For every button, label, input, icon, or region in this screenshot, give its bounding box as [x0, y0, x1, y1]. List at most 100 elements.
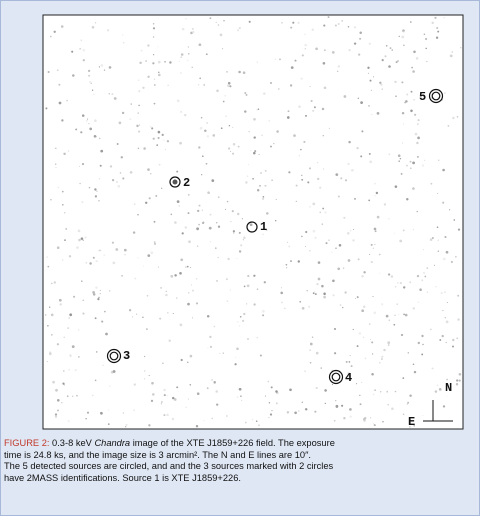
noise-dot	[345, 179, 347, 181]
noise-dot	[458, 228, 460, 230]
noise-dot	[218, 257, 219, 258]
noise-dot	[246, 94, 248, 96]
noise-dot	[188, 292, 190, 294]
noise-dot	[159, 318, 161, 320]
noise-dot	[316, 387, 318, 389]
noise-dot	[395, 185, 398, 188]
noise-dot	[63, 370, 65, 372]
noise-dot	[388, 273, 390, 275]
noise-dot	[258, 108, 260, 110]
noise-dot	[364, 417, 366, 419]
noise-dot	[261, 135, 263, 137]
noise-dot	[271, 410, 272, 411]
noise-dot	[133, 409, 135, 411]
noise-dot	[96, 351, 98, 353]
caption-line: have 2MASS identifications. Source 1 is …	[4, 473, 478, 485]
noise-dot	[94, 119, 97, 122]
noise-dot	[201, 174, 202, 175]
noise-dot	[328, 240, 329, 241]
noise-dot	[100, 290, 101, 291]
noise-dot	[393, 324, 395, 326]
noise-dot	[442, 310, 443, 311]
noise-dot	[108, 409, 109, 410]
noise-dot	[104, 311, 106, 313]
noise-dot	[64, 239, 66, 241]
noise-dot	[305, 408, 307, 410]
noise-dot	[382, 421, 383, 422]
noise-dot	[133, 231, 135, 233]
noise-dot	[298, 260, 300, 262]
noise-dot	[138, 80, 139, 81]
noise-dot	[308, 306, 310, 308]
noise-dot	[338, 23, 340, 25]
noise-dot	[267, 381, 269, 383]
noise-dot	[238, 71, 241, 74]
noise-dot	[424, 34, 426, 36]
source-label: 2	[183, 176, 190, 190]
noise-dot	[446, 379, 448, 381]
noise-dot	[388, 153, 390, 155]
noise-dot	[388, 65, 391, 68]
noise-dot	[138, 105, 140, 107]
noise-dot	[88, 70, 90, 72]
noise-dot	[210, 241, 212, 243]
noise-dot	[211, 379, 212, 380]
noise-dot	[410, 21, 412, 23]
noise-dot	[211, 179, 214, 182]
noise-dot	[161, 403, 162, 404]
noise-dot	[265, 185, 267, 187]
noise-dot	[370, 80, 372, 82]
noise-dot	[246, 303, 247, 304]
noise-dot	[332, 384, 333, 385]
noise-dot	[114, 97, 117, 100]
noise-dot	[176, 386, 178, 388]
noise-dot	[64, 337, 65, 338]
noise-dot	[248, 164, 249, 165]
noise-dot	[354, 26, 356, 28]
noise-dot	[374, 228, 377, 231]
noise-dot	[67, 327, 69, 329]
noise-dot	[240, 244, 242, 246]
noise-dot	[329, 128, 330, 129]
noise-dot	[426, 267, 428, 269]
noise-dot	[412, 187, 415, 190]
noise-dot	[137, 214, 138, 215]
noise-dot	[109, 290, 110, 291]
noise-dot	[345, 291, 347, 293]
noise-dot	[180, 259, 183, 262]
noise-dot	[252, 419, 254, 421]
noise-dot	[324, 211, 326, 213]
noise-dot	[403, 123, 404, 124]
noise-dot	[58, 187, 60, 189]
noise-dot	[418, 342, 420, 344]
noise-dot	[153, 138, 155, 140]
noise-dot	[417, 156, 419, 158]
noise-dot	[287, 242, 288, 243]
noise-dot	[87, 412, 89, 414]
noise-dot	[358, 53, 360, 55]
noise-dot	[179, 272, 182, 275]
noise-dot	[422, 415, 423, 416]
noise-dot	[310, 362, 312, 364]
noise-dot	[359, 395, 360, 396]
noise-dot	[367, 67, 369, 69]
noise-dot	[351, 365, 353, 367]
noise-dot	[298, 105, 301, 108]
noise-dot	[410, 167, 412, 169]
caption-text: 0.3-8 keV	[49, 438, 94, 448]
noise-dot	[100, 165, 102, 167]
noise-dot	[365, 358, 367, 360]
noise-dot	[256, 420, 258, 422]
noise-dot	[226, 278, 228, 280]
noise-dot	[139, 62, 141, 64]
noise-dot	[145, 202, 147, 204]
noise-dot	[143, 266, 144, 267]
noise-dot	[207, 387, 209, 389]
noise-dot	[218, 196, 220, 198]
noise-dot	[258, 424, 260, 426]
noise-dot	[48, 71, 50, 73]
noise-dot	[259, 154, 260, 155]
noise-dot	[309, 349, 311, 351]
noise-dot	[142, 316, 144, 318]
noise-dot	[302, 54, 304, 56]
